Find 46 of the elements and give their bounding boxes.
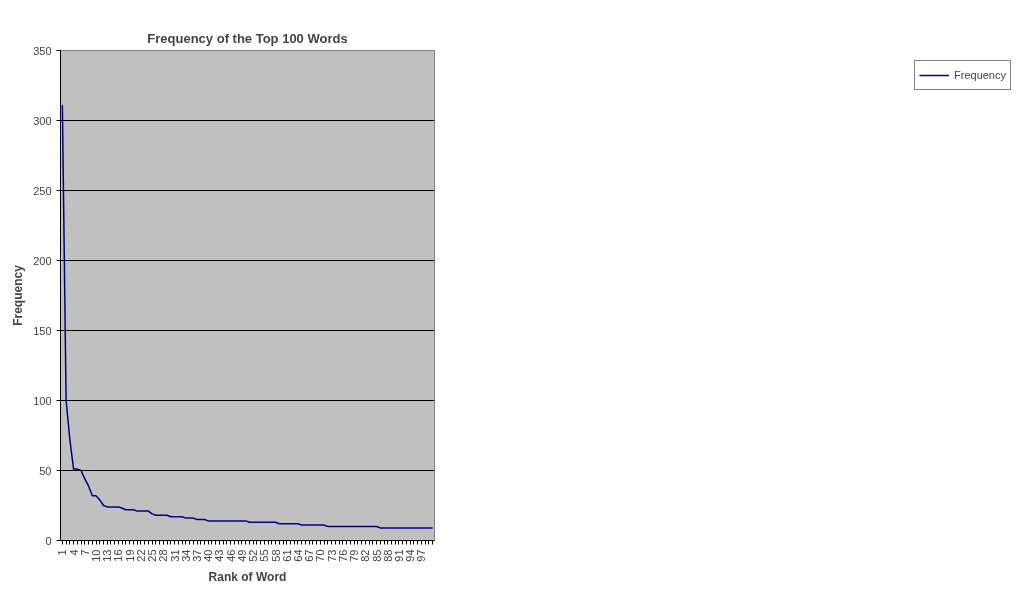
x-tick-label: 31 [168, 549, 181, 562]
x-tick-label: 73 [325, 549, 338, 562]
x-tick-label: 7 [78, 549, 91, 556]
x-tick-label: 4 [67, 549, 80, 556]
y-tick-label: 150 [33, 324, 52, 337]
x-tick-label: 34 [179, 549, 192, 562]
y-tick-label: 350 [33, 44, 52, 57]
x-axis-title: Rank of Word [208, 569, 287, 584]
y-tick-label: 200 [33, 254, 52, 267]
x-tick-label: 43 [213, 549, 226, 562]
x-tick-label: 70 [314, 549, 327, 562]
x-tick-label: 25 [146, 549, 159, 562]
y-tick-label: 50 [39, 464, 52, 477]
line-series [61, 104, 434, 529]
x-tick-label: 52 [247, 549, 260, 562]
x-tick-label: 22 [134, 549, 147, 562]
x-tick-label: 13 [101, 549, 114, 562]
y-tick-label: 0 [45, 534, 52, 547]
x-tick-label: 97 [415, 549, 428, 562]
x-tick-label: 46 [224, 549, 237, 562]
x-tick-label: 37 [191, 549, 204, 562]
x-tick-label: 64 [291, 549, 304, 562]
x-tick-label: 88 [381, 549, 394, 562]
x-tick-label: 10 [90, 549, 103, 562]
x-tick-label: 67 [303, 549, 316, 562]
y-tick-label: 250 [33, 184, 52, 197]
legend-label: Frequency [954, 69, 1006, 81]
y-axis-title: Frequency [11, 264, 26, 326]
x-tick-label: 76 [336, 549, 349, 562]
x-tick-label: 49 [235, 549, 248, 562]
x-tick-label: 82 [359, 549, 372, 562]
x-tick-label: 55 [258, 549, 271, 562]
x-tick-label: 58 [269, 549, 282, 562]
x-tick-label: 28 [157, 549, 170, 562]
x-tick-label: 1 [56, 549, 69, 556]
x-tick-label: 19 [123, 549, 136, 562]
y-tick-label: 300 [33, 114, 52, 127]
x-tick-label: 79 [348, 549, 361, 562]
chart-title: Frequency of the Top 100 Words [147, 30, 348, 46]
x-tick-label: 85 [370, 549, 383, 562]
x-tick-label: 61 [280, 549, 293, 562]
x-tick-label: 94 [404, 549, 417, 562]
x-tick-label: 16 [112, 549, 125, 562]
x-tick-label: 40 [202, 549, 215, 562]
y-tick-label: 100 [33, 394, 52, 407]
x-tick-label: 91 [392, 549, 405, 562]
